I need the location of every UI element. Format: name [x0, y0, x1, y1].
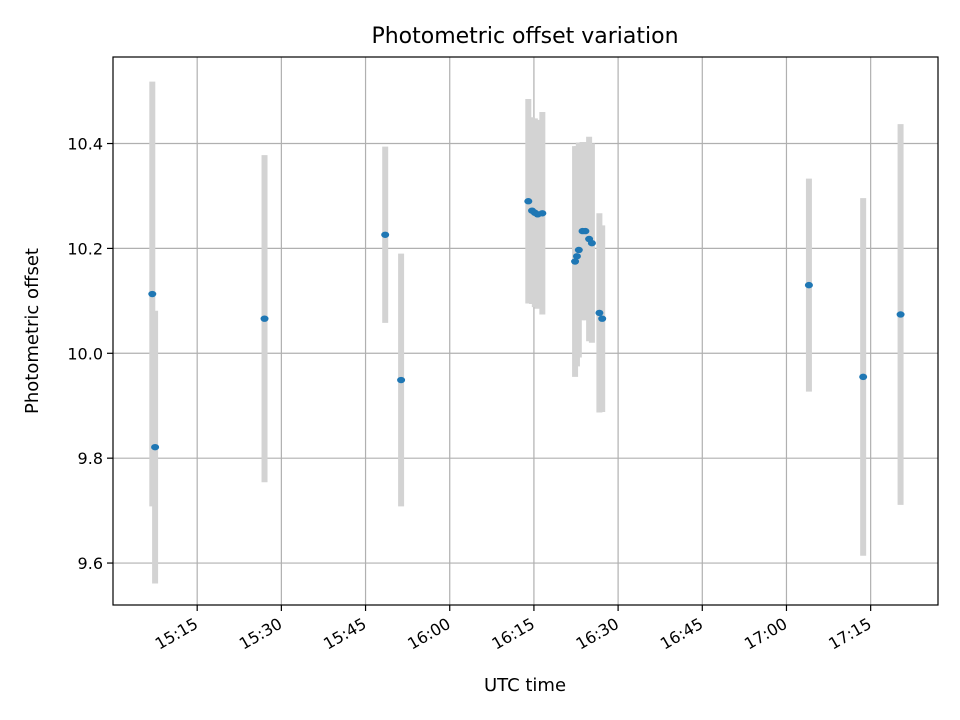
y-tick-label: 10.4: [67, 135, 103, 154]
data-points: [148, 198, 905, 451]
y-tick-label: 9.6: [78, 554, 103, 573]
data-point: [896, 311, 905, 318]
data-point: [804, 281, 813, 289]
data-point: [381, 231, 390, 238]
data-point: [595, 309, 604, 317]
data-point: [598, 315, 607, 322]
y-axis-ticks: 9.6 9.8 10.0 10.2 10.4: [67, 135, 113, 573]
plot-frame: [112, 56, 939, 606]
data-point: [571, 258, 580, 265]
data-point: [151, 443, 160, 451]
x-axis-label: UTC time: [484, 675, 566, 696]
y-axis-label: Photometric offset: [22, 248, 43, 414]
data-point: [572, 253, 581, 260]
chart-title: Photometric offset variation: [371, 24, 678, 49]
data-point: [148, 290, 157, 298]
y-tick-label: 10.2: [67, 239, 103, 258]
data-point: [581, 227, 590, 235]
y-tick-label: 10.0: [67, 344, 103, 363]
data-point: [260, 315, 269, 322]
data-point: [538, 210, 547, 217]
data-point: [574, 246, 583, 254]
data-point: [397, 376, 406, 384]
data-point: [587, 239, 596, 247]
data-point: [859, 373, 868, 381]
y-tick-label: 9.8: [78, 449, 103, 468]
data-point: [524, 198, 533, 205]
